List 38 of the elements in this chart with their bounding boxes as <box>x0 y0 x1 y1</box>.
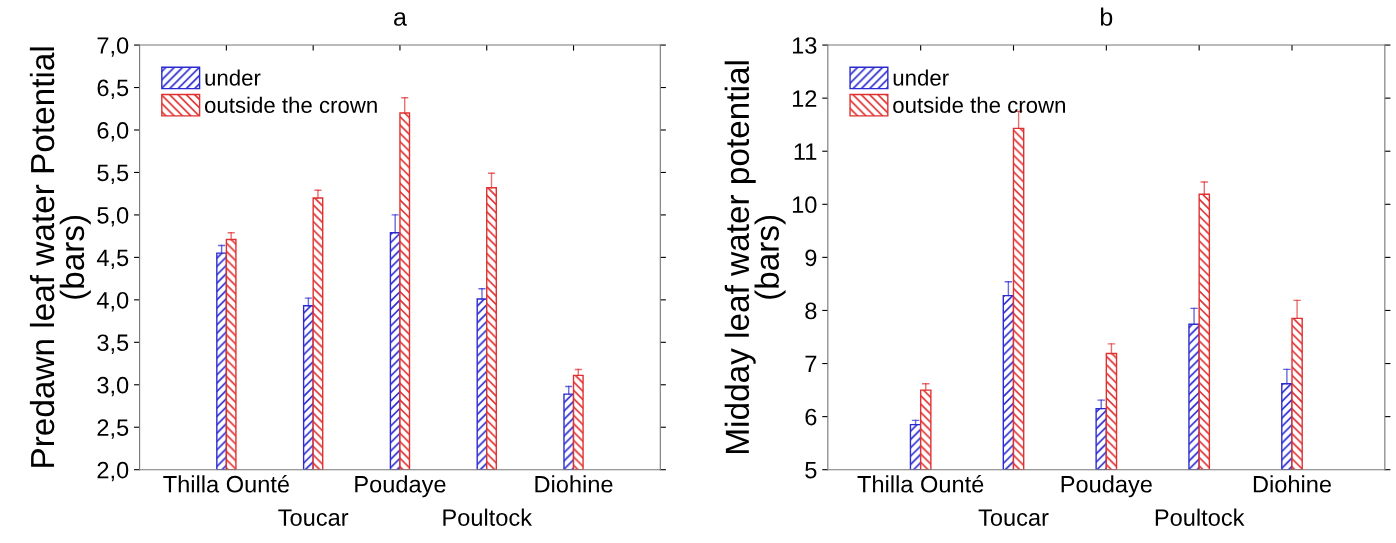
y-tick-label: 11 <box>794 143 817 160</box>
y-tick-label: 3,0 <box>97 376 129 397</box>
x-tick-label: Poudaye <box>355 475 446 498</box>
chart-title: b <box>1100 7 1113 26</box>
y-axis-title: Predawn leaf water Potential (bars) <box>29 47 91 467</box>
y-tick-label: 8 <box>805 302 817 320</box>
y-tick-label: 6 <box>805 408 817 426</box>
y-tick-label: 3,5 <box>97 334 129 354</box>
y-tick-label: 10 <box>792 196 817 214</box>
x-tick-label: Toucar <box>278 509 349 526</box>
x-tick-label: Poultock <box>1155 508 1245 526</box>
y-tick-label: 5,5 <box>97 164 129 185</box>
y-tick-label: 2,5 <box>97 419 129 439</box>
y-tick-label: 13 <box>792 37 817 54</box>
y-tick-label: 12 <box>792 90 817 107</box>
y-tick-label: 6,5 <box>97 79 129 100</box>
y-tick-label: 6,0 <box>97 122 129 142</box>
y-tick-label: 5 <box>805 462 817 479</box>
y-tick-label: 9 <box>805 249 817 267</box>
x-tick-label: Toucar <box>978 509 1049 526</box>
y-tick-label: 4,5 <box>96 249 129 269</box>
legend-label: under <box>205 69 261 86</box>
x-tick-label: Poultock <box>443 508 533 526</box>
legend-label: outside the crown <box>204 96 377 114</box>
y-tick-label: 4,0 <box>96 291 129 312</box>
x-tick-label: Poudaye <box>1061 475 1152 498</box>
legend-label: outside the crown <box>893 96 1066 114</box>
y-tick-label: 5,0 <box>97 206 129 227</box>
y-tick-label: 7,0 <box>97 37 129 57</box>
y-tick-label: 7 <box>805 355 817 373</box>
x-tick-label: Thilla Ounté <box>163 474 289 493</box>
y-axis-title: Midday leaf water potential (bars) <box>724 61 786 453</box>
x-tick-label: Diohine <box>1253 475 1331 493</box>
x-tick-label: Thilla Ounté <box>857 474 984 493</box>
x-tick-label: Diohine <box>535 475 613 493</box>
y-tick-label: 2,0 <box>97 461 129 482</box>
chart-title: a <box>394 12 407 26</box>
legend-label: under <box>893 69 949 86</box>
